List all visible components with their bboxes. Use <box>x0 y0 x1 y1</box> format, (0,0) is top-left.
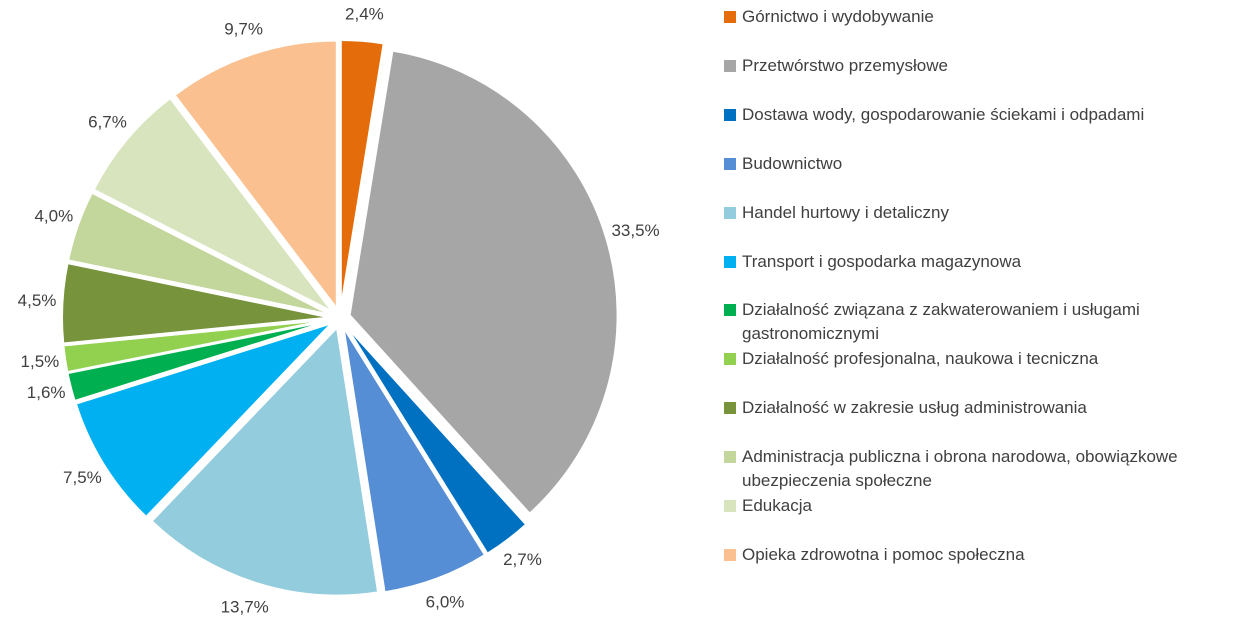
legend-swatch <box>724 353 736 366</box>
data-label: 6,7% <box>88 112 127 131</box>
pie-slice <box>173 39 338 312</box>
data-label: 1,5% <box>21 352 60 371</box>
legend-swatch <box>724 11 736 23</box>
legend-label: Górnictwo i wydobywanie <box>742 7 934 26</box>
legend-swatch <box>724 108 736 121</box>
legend-label: Działalność związana z zakwaterowaniem i… <box>742 300 1140 344</box>
legend-label: Transport i gospodarka magazynowa <box>742 251 1022 271</box>
legend-swatch <box>724 59 736 72</box>
data-label: 33,5% <box>611 221 659 240</box>
pie-slice <box>66 191 332 316</box>
pie-slice <box>150 325 380 597</box>
data-label: 2,7% <box>503 550 542 569</box>
legend-item: Opieka zdrowotna i pomoc społeczna <box>724 543 1224 567</box>
legend-item: Działalność związana z zakwaterowaniem i… <box>724 298 1224 346</box>
data-label: 1,6% <box>27 383 66 402</box>
data-label: 6,0% <box>426 593 465 612</box>
legend-item: Edukacja <box>724 494 1224 518</box>
legend-item: Budownictwo <box>724 152 1224 176</box>
legend-item: Górnictwo i wydobywanie <box>724 5 1224 29</box>
data-label: 2,4% <box>345 4 384 23</box>
legend-swatch <box>724 157 736 170</box>
legend-swatch <box>724 451 736 464</box>
data-label: 4,5% <box>18 291 57 310</box>
legend-item: Handel hurtowy i detaliczny <box>724 201 1224 225</box>
pie-slice <box>74 322 333 519</box>
pie-slice <box>92 96 334 313</box>
pie-slice <box>61 261 331 345</box>
legend-swatch <box>724 402 736 415</box>
legend-item: Administracja publiczna i obrona narodow… <box>724 445 1224 493</box>
pie-slice <box>342 326 487 594</box>
legend-label: Edukacja <box>742 496 812 515</box>
pie-slice <box>345 325 528 555</box>
data-label: 9,7% <box>224 19 263 38</box>
legend-swatch <box>724 255 736 268</box>
legend-swatch <box>724 206 736 219</box>
legend-item: Działalność profesjonalna, naukowa i tec… <box>724 347 1224 371</box>
pie-slice <box>62 318 331 374</box>
legend-item: Dostawa wody, gospodarowanie ściekami i … <box>724 103 1224 127</box>
pie-slice <box>339 39 385 309</box>
legend-item: Przetwórstwo przemysłowe <box>724 54 1224 78</box>
legend-label: Przetwórstwo przemysłowe <box>742 55 948 75</box>
legend-label: Handel hurtowy i detaliczny <box>742 202 949 222</box>
pie-slice <box>66 319 331 403</box>
legend-swatch <box>724 304 736 317</box>
data-label: 4,0% <box>34 207 73 226</box>
legend-swatch <box>724 500 736 512</box>
data-label: 13,7% <box>221 597 269 616</box>
legend-label: Działalność profesjonalna, naukowa i tec… <box>742 349 1099 369</box>
pie-slice <box>348 49 619 516</box>
legend-label: Administracja publiczna i obrona narodow… <box>742 447 1178 491</box>
legend-item: Transport i gospodarka magazynowa <box>724 250 1224 274</box>
legend-label: Budownictwo <box>742 153 843 173</box>
legend-swatch <box>724 548 736 561</box>
legend-label: Dostawa wody, gospodarowanie ściekami i … <box>742 104 1145 124</box>
legend-label: Opieka zdrowotna i pomoc społeczna <box>742 544 1025 564</box>
data-label: 7,5% <box>63 468 102 487</box>
legend-label: Działalność w zakresie usług administrow… <box>742 398 1087 418</box>
legend-item: Działalność w zakresie usług administrow… <box>724 396 1224 420</box>
